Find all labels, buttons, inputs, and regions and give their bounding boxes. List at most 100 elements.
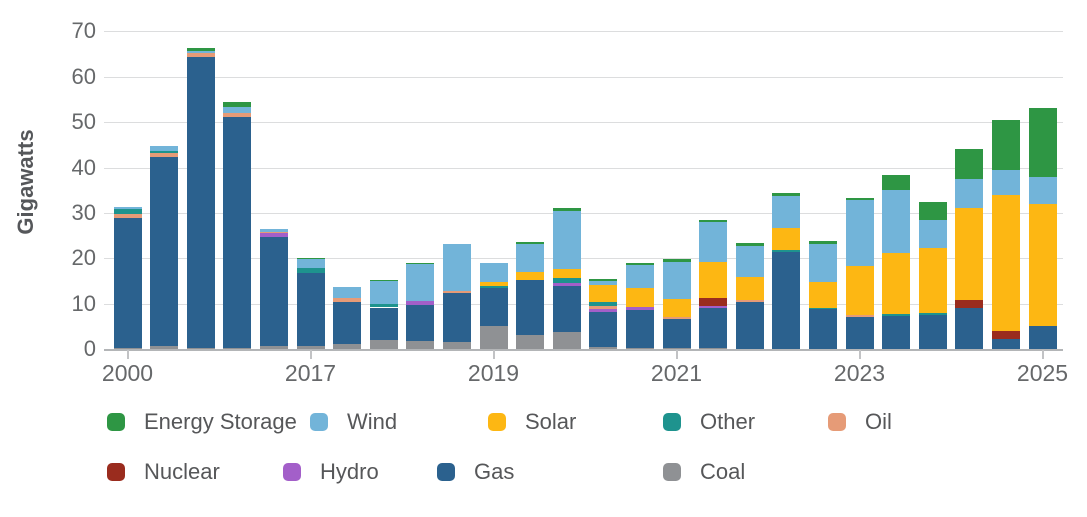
legend-label-coal: Coal [700,459,746,484]
bar-18-segment-gas [735,302,764,350]
bar-16-segment-wind [662,261,691,300]
bar-5-segment-wind [259,228,288,232]
bar-17-segment-coal [699,348,728,350]
other-swatch-icon [663,413,681,431]
bar-16-segment-solar [662,299,691,318]
x-tick-mark-2021 [675,350,678,359]
bar-7-segment-oil [333,298,362,302]
bar-14-segment-other [589,301,618,307]
bar-12-segment-solar [516,272,545,281]
bar-10-segment-oil [442,290,471,294]
bar-17-segment-wind [699,222,728,262]
bar-9-segment-gas [406,304,435,342]
bar-20-segment-solar [808,281,837,308]
bar-1-segment-coal [113,347,142,350]
bar-24-segment-solar [955,208,984,300]
bar-25-segment-solar [991,194,1020,332]
bar-4-segment-coal [223,348,252,350]
bar-25-segment-nuclear [991,331,1020,340]
bar-24-segment-nuclear [955,299,984,308]
bar-26-segment-solar [1028,203,1057,326]
bar-21-segment-storage [845,197,874,200]
y-tick-label-50: 50 [71,109,96,135]
bar-6-segment-other [296,268,325,274]
gridline-70 [104,31,1063,33]
bar-20-segment-storage [808,240,837,245]
gas-swatch-icon [437,463,455,481]
bar-17-segment-hydro [699,306,728,309]
bar-22-segment-solar [882,253,911,315]
bar-25-segment-wind [991,169,1020,195]
hydro-swatch-icon [283,463,301,481]
bar-20-segment-gas [808,309,837,350]
gridline-30 [104,213,1063,214]
bar-8-segment-coal [369,340,398,350]
bar-1-segment-other [113,208,142,214]
bar-11-segment-wind [479,262,508,283]
bar-26-segment-wind [1028,176,1057,204]
bar-7-segment-coal [333,344,362,350]
bar-22-segment-storage [882,174,911,190]
bar-9-segment-hydro [406,300,435,305]
bar-10-segment-gas [442,293,471,342]
bar-15-segment-gas [625,309,654,349]
bar-2-segment-coal [150,346,179,350]
bar-4-segment-wind [223,106,252,113]
legend-label-storage: Energy Storage [144,409,297,434]
bar-19-segment-wind [772,196,801,229]
bar-21-segment-gas [845,316,874,350]
bar-14-segment-wind [589,281,618,285]
gridline-50 [104,122,1063,124]
y-tick-label-0: 0 [83,336,96,362]
bar-16-segment-storage [662,259,691,262]
bar-15-segment-coal [625,348,654,350]
legend-label-wind: Wind [347,409,398,434]
bar-19-segment-solar [772,228,801,250]
bar-19-segment-gas [772,251,801,350]
y-tick-label-20: 20 [71,245,96,271]
bar-15-segment-wind [625,265,654,288]
x-tick-mark-2000 [126,350,129,359]
bar-23-segment-wind [918,219,947,249]
bar-5-segment-gas [259,237,288,346]
bar-23-segment-gas [918,315,947,350]
bar-21-segment-oil [845,314,874,317]
bar-13-segment-storage [552,208,581,211]
bar-12-segment-wind [516,244,545,273]
oil-swatch-icon [828,413,846,431]
bar-20-segment-wind [808,244,837,282]
bar-2-segment-oil [150,152,179,157]
bar-16-segment-coal [662,347,691,350]
bar-9-segment-coal [406,341,435,350]
bar-21-segment-wind [845,199,874,267]
bar-14-segment-gas [589,312,618,348]
bar-15-segment-storage [625,263,654,266]
bar-18-segment-storage [735,242,764,247]
bar-1-segment-wind [113,207,142,209]
legend-label-solar: Solar [525,409,577,434]
x-tick-label-2023: 2023 [833,360,886,386]
bar-5-segment-oil [259,231,288,233]
bar-23-segment-other [918,313,947,316]
bar-14-segment-solar [589,284,618,302]
bar-26-segment-gas [1028,325,1057,350]
wind-swatch-icon [310,413,328,431]
bar-9-segment-wind [406,263,435,301]
solar-swatch-icon [488,413,506,431]
bar-17-segment-nuclear [699,298,728,307]
gridline-40 [104,167,1063,169]
bar-14-segment-hydro [589,309,618,313]
bar-5-segment-hydro [259,232,288,238]
bar-11-segment-coal [479,325,508,350]
bar-15-segment-solar [625,287,654,308]
bar-17-segment-solar [699,261,728,299]
x-tick-label-2000: 2000 [101,360,154,386]
bar-12-segment-coal [516,334,545,350]
bar-22-segment-gas [882,315,911,350]
coal-swatch-icon [663,463,681,481]
bar-19-segment-storage [772,192,801,197]
bar-12-segment-gas [516,280,545,335]
bar-13-segment-solar [552,269,581,279]
bar-7-segment-gas [333,301,362,345]
bar-20-segment-other [808,307,837,310]
